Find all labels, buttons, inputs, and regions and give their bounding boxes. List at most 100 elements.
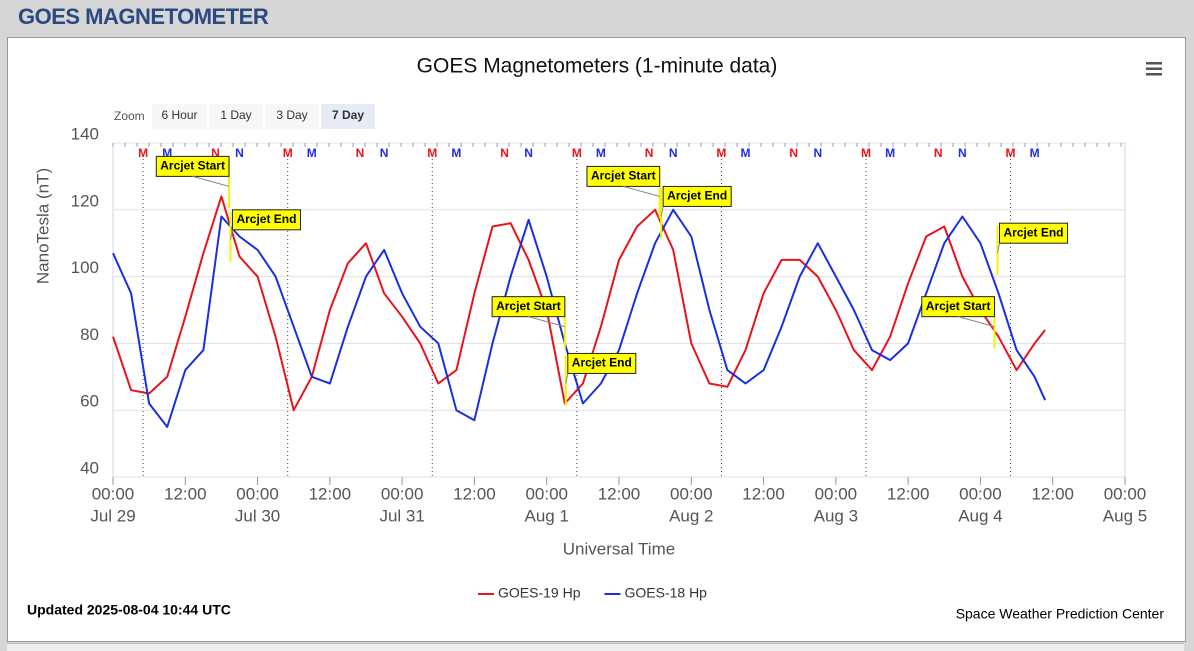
x-tick-label: 00:00 [236, 484, 279, 503]
marker-label: M [741, 146, 751, 160]
zoom-button[interactable]: 7 Day [321, 104, 375, 129]
marker-label: N [356, 146, 365, 160]
annotation: Arcjet Start [921, 296, 995, 318]
page-header: GOES MAGNETOMETER [18, 4, 269, 29]
annotation-box [662, 185, 732, 207]
annotation-label: Arcjet Start [496, 299, 561, 313]
marker-label: N [669, 146, 678, 160]
annotation-box [567, 352, 637, 374]
legend-item[interactable]: GOES-19 Hp [478, 585, 581, 601]
annotation-connector [997, 243, 1000, 254]
annotation: Arcjet Start [586, 165, 661, 187]
x-tick-label: 12:00 [453, 484, 496, 503]
credit: Space Weather Prediction Center [956, 606, 1165, 622]
marker-label: M [283, 146, 293, 160]
marker-label: M [451, 146, 461, 160]
annotation-label: Arcjet End [1003, 225, 1063, 239]
zoom-button[interactable]: 3 Day [265, 104, 319, 129]
y-tick-label: 120 [71, 191, 99, 210]
marker-label: N [958, 146, 967, 160]
marker-label: N [500, 146, 509, 160]
marker-label: N [934, 146, 943, 160]
marker-label: N [813, 146, 822, 160]
chart-title: GOES Magnetometers (1-minute data) [417, 55, 778, 78]
marker-label: N [211, 146, 220, 160]
annotation: Arcjet Start [155, 155, 230, 177]
x-tick-label: 12:00 [598, 484, 641, 503]
marker-label: M [138, 146, 148, 160]
marker-label: M [716, 146, 726, 160]
x-tick-label: 00:00 [381, 484, 424, 503]
marker-label: M [162, 146, 172, 160]
series-line [112, 195, 1046, 412]
x-tick-label: 00:00 [959, 484, 1002, 503]
legend-label: GOES-19 Hp [498, 585, 581, 601]
annotation-label: Arcjet End [236, 212, 296, 226]
x-tick-label: 00:00 [525, 484, 568, 503]
x-tick-label: 00:00 [815, 484, 858, 503]
marker-label: M [427, 146, 437, 160]
scrollbar [7, 643, 1184, 651]
y-tick-label: 80 [80, 325, 99, 344]
x-tick-label: 00:00 [670, 484, 713, 503]
annotation-connector [623, 185, 660, 197]
y-tick-label: 40 [80, 458, 99, 477]
marker-label: M [596, 146, 606, 160]
zoom-button-bg [152, 104, 207, 129]
annotation-label: Arcjet End [667, 189, 727, 203]
annotation: Arcjet Start [491, 296, 566, 318]
marker-label: N [524, 146, 533, 160]
x-tick-label: Jul 31 [379, 506, 424, 525]
legend-label: GOES-18 Hp [624, 585, 707, 601]
zoom-button[interactable]: 1 Day [209, 104, 263, 129]
marker-label: N [789, 146, 798, 160]
annotation-label: Arcjet Start [926, 299, 991, 313]
marker-label: N [235, 146, 244, 160]
annotation-connector [660, 206, 664, 217]
x-tick-label: 12:00 [742, 484, 785, 503]
annotation-connector [229, 229, 233, 240]
zoom-button[interactable]: 6 Hour [152, 104, 207, 129]
x-tick-label: 12:00 [164, 484, 207, 503]
zoom-button-label: 6 Hour [161, 108, 197, 122]
zoom-button-label: 3 Day [276, 108, 307, 122]
marker-label: N [645, 146, 654, 160]
x-tick-label: 12:00 [887, 484, 930, 503]
y-tick-label: 60 [80, 392, 99, 411]
marker-label: M [861, 146, 871, 160]
zoom-button-bg [321, 104, 375, 129]
series-line [112, 208, 1047, 428]
zoom-button-label: 7 Day [332, 108, 364, 122]
annotation-connector [565, 373, 569, 384]
x-tick-label: Aug 4 [958, 506, 1002, 525]
y-axis-label: NanoTesla (nT) [33, 168, 52, 284]
menu-icon[interactable] [1146, 62, 1162, 76]
annotation-box [998, 222, 1069, 244]
annotation-connector [958, 316, 995, 328]
marker-label: M [1006, 146, 1016, 160]
marker-label: M [572, 146, 582, 160]
x-tick-label: 12:00 [1031, 484, 1074, 503]
updated-note: Updated 2025-08-04 10:44 UTC [27, 602, 231, 618]
annotation-label: Arcjet Start [591, 169, 656, 183]
zoom-button-bg [209, 104, 263, 129]
x-tick-label: Aug 1 [524, 506, 568, 525]
marker-label: M [307, 146, 317, 160]
annotation-label: Arcjet Start [160, 159, 225, 173]
x-tick-label: 12:00 [309, 484, 352, 503]
x-tick-label: Aug 5 [1103, 506, 1147, 525]
annotation: Arcjet End [567, 352, 637, 374]
x-tick-label: Aug 3 [814, 506, 858, 525]
annotation: Arcjet End [998, 222, 1069, 244]
x-tick-label: Aug 2 [669, 506, 713, 525]
zoom-label: Zoom [114, 109, 145, 123]
annotation: Arcjet End [231, 209, 301, 231]
annotation-box [231, 209, 301, 231]
y-tick-label: 140 [71, 124, 99, 143]
annotation-connector [192, 175, 230, 187]
marker-label: N [380, 146, 389, 160]
legend-item[interactable]: GOES-18 Hp [604, 585, 707, 601]
y-tick-label: 100 [71, 258, 99, 277]
